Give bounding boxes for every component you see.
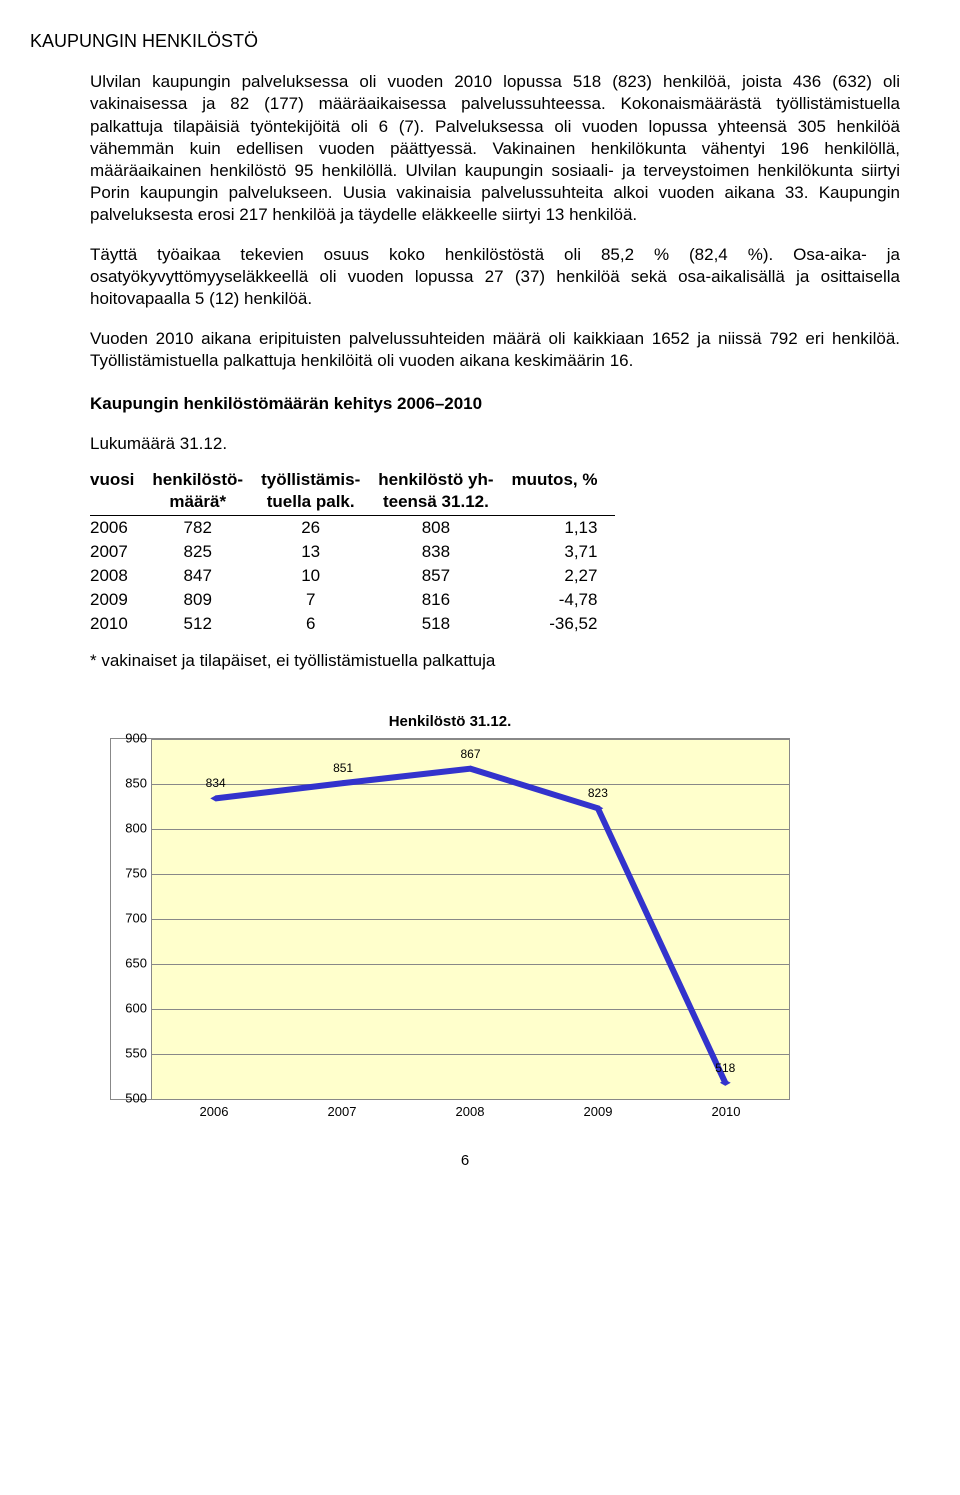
table-cell: 26 <box>261 515 378 540</box>
table-cell: 3,71 <box>512 540 616 564</box>
staff-chart: Henkilöstö 31.12. 5005506006507007508008… <box>110 712 790 1120</box>
page-number: 6 <box>30 1151 900 1171</box>
y-tick-label: 750 <box>125 866 147 883</box>
table-cell: 2007 <box>90 540 152 564</box>
th-change: muutos, % <box>512 467 616 516</box>
table-cell: 809 <box>152 588 261 612</box>
table-cell: 10 <box>261 564 378 588</box>
y-tick-label: 500 <box>125 1091 147 1108</box>
table-cell: 13 <box>261 540 378 564</box>
x-tick-label: 2008 <box>406 1104 534 1121</box>
table-cell: -4,78 <box>512 588 616 612</box>
table-cell: 857 <box>378 564 511 588</box>
table-cell: 512 <box>152 612 261 636</box>
table-cell: 6 <box>261 612 378 636</box>
page-title: KAUPUNGIN HENKILÖSTÖ <box>30 30 900 53</box>
paragraph-2: Täyttä työaikaa tekevien osuus koko henk… <box>90 244 900 310</box>
table-cell: 2,27 <box>512 564 616 588</box>
table-cell: 808 <box>378 515 511 540</box>
body-text: Ulvilan kaupungin palveluksessa oli vuod… <box>90 71 900 672</box>
table-cell: 1,13 <box>512 515 616 540</box>
y-tick-label: 650 <box>125 956 147 973</box>
x-tick-label: 2010 <box>662 1104 790 1121</box>
th-year: vuosi <box>90 467 152 516</box>
chart-line-svg <box>152 739 789 1099</box>
chart-point-label: 518 <box>715 1061 735 1077</box>
sub-label: Lukumäärä 31.12. <box>90 433 900 455</box>
chart-line <box>216 769 726 1083</box>
y-tick-label: 850 <box>125 776 147 793</box>
section-title: Kaupungin henkilöstömäärän kehitys 2006–… <box>90 393 900 415</box>
table-cell: 518 <box>378 612 511 636</box>
y-tick-label: 900 <box>125 731 147 748</box>
table-cell: 2008 <box>90 564 152 588</box>
table-cell: 7 <box>261 588 378 612</box>
table-cell: 782 <box>152 515 261 540</box>
chart-point-label: 851 <box>333 761 353 777</box>
table-row: 2008847108572,27 <box>90 564 615 588</box>
table-cell: 825 <box>152 540 261 564</box>
table-cell: 816 <box>378 588 511 612</box>
y-tick-label: 600 <box>125 1001 147 1018</box>
chart-point-label: 823 <box>588 786 608 802</box>
table-row: 2007825138383,71 <box>90 540 615 564</box>
x-axis: 20062007200820092010 <box>150 1104 790 1121</box>
table-cell: 2006 <box>90 515 152 540</box>
chart-point-label: 867 <box>460 747 480 763</box>
table-footnote: * vakinaiset ja tilapäiset, ei työllistä… <box>90 650 900 672</box>
th-total: henkilöstö yh- teensä 31.12. <box>378 467 511 516</box>
table-row: 20105126518-36,52 <box>90 612 615 636</box>
chart-title: Henkilöstö 31.12. <box>110 712 790 732</box>
table-cell: -36,52 <box>512 612 616 636</box>
x-tick-label: 2007 <box>278 1104 406 1121</box>
table-cell: 2010 <box>90 612 152 636</box>
table-header-row: vuosi henkilöstö- määrä* työllistämis- t… <box>90 467 615 516</box>
table-cell: 2009 <box>90 588 152 612</box>
y-tick-label: 550 <box>125 1046 147 1063</box>
y-axis: 500550600650700750800850900 <box>111 739 151 1099</box>
x-tick-label: 2009 <box>534 1104 662 1121</box>
chart-plot-area: 834 851 867 823 518 <box>151 739 789 1099</box>
staff-table: vuosi henkilöstö- määrä* työllistämis- t… <box>90 467 615 637</box>
paragraph-3: Vuoden 2010 aikana eripituisten palvelus… <box>90 328 900 372</box>
table-row: 2006782268081,13 <box>90 515 615 540</box>
table-row: 20098097816-4,78 <box>90 588 615 612</box>
y-tick-label: 800 <box>125 821 147 838</box>
paragraph-1: Ulvilan kaupungin palveluksessa oli vuod… <box>90 71 900 226</box>
chart-body: 500550600650700750800850900 834851867823… <box>110 738 790 1100</box>
x-tick-label: 2006 <box>150 1104 278 1121</box>
th-emp-aid: työllistämis- tuella palk. <box>261 467 378 516</box>
chart-point-label: 834 <box>206 777 226 793</box>
table-cell: 847 <box>152 564 261 588</box>
y-tick-label: 700 <box>125 911 147 928</box>
th-staff: henkilöstö- määrä* <box>152 467 261 516</box>
table-cell: 838 <box>378 540 511 564</box>
